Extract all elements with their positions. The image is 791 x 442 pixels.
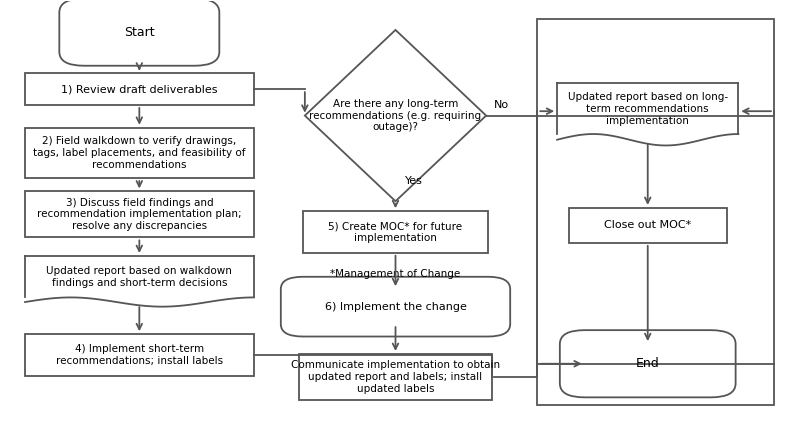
Text: 4) Implement short-term
recommendations; install labels: 4) Implement short-term recommendations;… (55, 344, 223, 366)
Text: Close out MOC*: Close out MOC* (604, 221, 691, 230)
Bar (537, 19, 774, 405)
Bar (25, 73, 254, 105)
Text: 3) Discuss field findings and
recommendation implementation plan;
resolve any di: 3) Discuss field findings and recommenda… (37, 198, 241, 231)
Text: 1) Review draft deliverables: 1) Review draft deliverables (61, 84, 218, 94)
Bar (569, 208, 727, 243)
Bar (25, 191, 254, 237)
Text: 5) Create MOC* for future
implementation: 5) Create MOC* for future implementation (328, 221, 463, 243)
Text: No: No (494, 100, 509, 110)
FancyBboxPatch shape (59, 0, 219, 66)
Text: Updated report based on long-
term recommendations
implementation: Updated report based on long- term recom… (568, 92, 728, 126)
Bar (25, 334, 254, 376)
Text: Yes: Yes (405, 176, 423, 187)
Polygon shape (25, 256, 254, 307)
Bar (303, 211, 488, 253)
Bar (299, 354, 492, 400)
Polygon shape (557, 83, 738, 145)
Polygon shape (305, 30, 486, 201)
Text: End: End (636, 357, 660, 370)
FancyBboxPatch shape (281, 277, 510, 336)
Text: Start: Start (124, 26, 154, 38)
Text: Communicate implementation to obtain
updated report and labels; install
updated : Communicate implementation to obtain upd… (291, 360, 500, 393)
Text: 2) Field walkdown to verify drawings,
tags, label placements, and feasibility of: 2) Field walkdown to verify drawings, ta… (33, 136, 245, 170)
Bar (25, 128, 254, 178)
Text: Updated report based on walkdown
findings and short-term decisions: Updated report based on walkdown finding… (47, 267, 233, 288)
Text: *Management of Change: *Management of Change (331, 269, 460, 279)
FancyBboxPatch shape (560, 330, 736, 397)
Text: 6) Implement the change: 6) Implement the change (324, 301, 467, 312)
Text: Are there any long-term
recommendations (e.g. requiring
outage)?: Are there any long-term recommendations … (309, 99, 482, 132)
